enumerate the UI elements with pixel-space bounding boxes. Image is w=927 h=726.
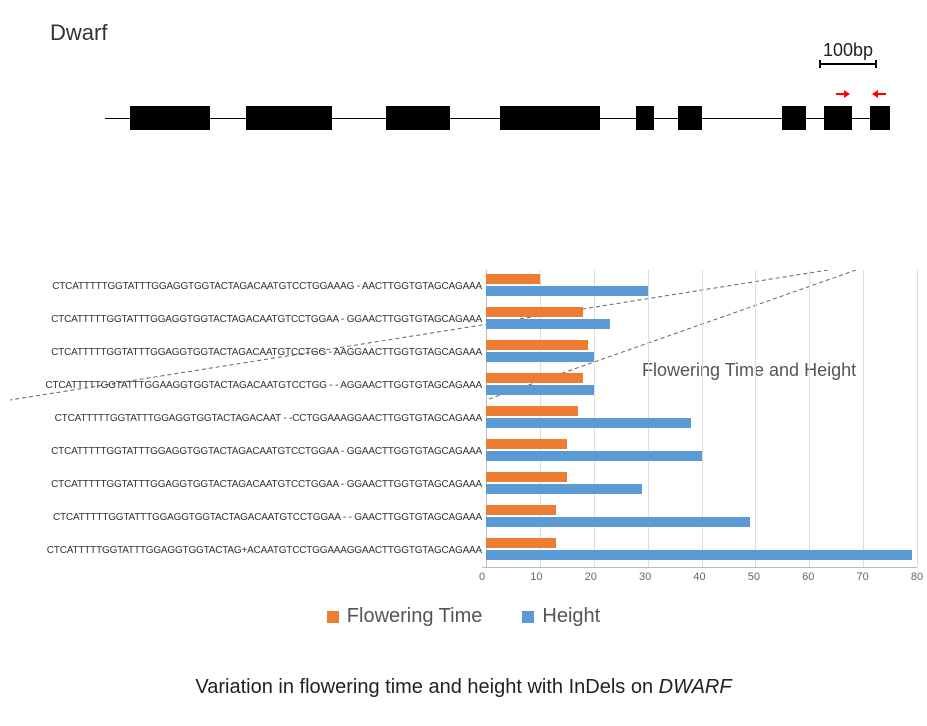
bar-height xyxy=(486,352,594,362)
data-row: CTCATTTTTGGTATTTGGAGGTGGTACTAGACAATGTCCT… xyxy=(10,303,917,336)
swatch-ft xyxy=(327,611,339,623)
sequence-label: CTCATTTTTGGTATTTGGAGGTGGTACTAGACAATGTCCT… xyxy=(10,314,486,325)
primer-arrow-icon xyxy=(836,90,850,96)
exon xyxy=(246,106,332,130)
x-tick-label: 80 xyxy=(911,571,923,583)
legend-item-ft: Flowering Time xyxy=(327,605,483,628)
sequence-label: CTCATTTTTGGTATTTGGAGGTGGTACTAGACAATGTCCT… xyxy=(10,347,486,358)
bar-height xyxy=(486,286,648,296)
x-tick-label: 50 xyxy=(748,571,760,583)
bar-flowering-time xyxy=(486,373,583,383)
exon xyxy=(130,106,210,130)
bar-flowering-time xyxy=(486,274,540,284)
x-tick-label: 60 xyxy=(802,571,814,583)
bar-flowering-time xyxy=(486,340,588,350)
exon xyxy=(500,106,600,130)
swatch-h xyxy=(522,611,534,623)
data-row: CTCATTTTTGGTATTTGGAGGTGGTACTAGACAATGTCCT… xyxy=(10,468,917,501)
bars-cell xyxy=(486,435,917,468)
x-tick-label: 40 xyxy=(693,571,705,583)
data-row: CTCATTTTTGGTATTTGGAGGTGGTACTAGACAATGTCCT… xyxy=(10,336,917,369)
scale-label: 100bp xyxy=(819,40,877,61)
legend-item-h: Height xyxy=(522,605,600,628)
exon xyxy=(678,106,702,130)
x-tick-label: 10 xyxy=(530,571,542,583)
data-row: CTCATTTTTGGTATTTGGAGGTGGTACTAGACAATGTCCT… xyxy=(10,270,917,303)
scale-bar: 100bp xyxy=(819,40,877,65)
x-tick-label: 20 xyxy=(585,571,597,583)
legend-h-label: Height xyxy=(542,605,600,628)
bar-flowering-time xyxy=(486,439,567,449)
sequence-label: CTCATTTTTGGTATTTGGAGGTGGTACTAGACAATGTCCT… xyxy=(10,512,486,523)
bars-cell xyxy=(486,501,917,534)
sequence-label: CTCATTTTTGGTATTTGGAGGTGGTACTAGACAATGTCCT… xyxy=(10,281,486,292)
data-row: CTCATTTTTGGTATTTGGAGGTGGTACTAGACAATGTCCT… xyxy=(10,501,917,534)
exon xyxy=(870,106,890,130)
bars-cell xyxy=(486,336,917,369)
main-area: Flowering Time and Height CTCATTTTTGGTAT… xyxy=(10,270,917,699)
x-tick-label: 0 xyxy=(479,571,485,583)
bars-cell xyxy=(486,369,917,402)
bars-cell xyxy=(486,402,917,435)
sequence-label: CTCATTTTTGGTATTTGGAGGTGGTACTAG+ACAATGTCC… xyxy=(10,545,486,556)
exon xyxy=(824,106,852,130)
bar-height xyxy=(486,517,750,527)
bars-cell xyxy=(486,303,917,336)
bar-height xyxy=(486,550,912,560)
bar-flowering-time xyxy=(486,505,556,515)
primer-arrow-icon xyxy=(872,90,886,96)
sequence-label: CTCATTTTTGGTATTTGGAAGGTGGTACTAGACAATGTCC… xyxy=(10,380,486,391)
caption-prefix: Variation in flowering time and height w… xyxy=(195,676,658,698)
bar-flowering-time xyxy=(486,307,583,317)
bar-flowering-time xyxy=(486,538,556,548)
caption-italic: DWARF xyxy=(659,676,732,698)
data-row: CTCATTTTTGGTATTTGGAGGTGGTACTAG+ACAATGTCC… xyxy=(10,534,917,567)
sequence-label: CTCATTTTTGGTATTTGGAGGTGGTACTAGACAATGTCCT… xyxy=(10,479,486,490)
gene-axis-line xyxy=(105,118,887,119)
gene-diagram xyxy=(10,96,917,146)
exon xyxy=(636,106,654,130)
bar-height xyxy=(486,319,610,329)
gene-title: Dwarf xyxy=(50,20,917,46)
data-row: CTCATTTTTGGTATTTGGAGGTGGTACTAGACAAT - -C… xyxy=(10,402,917,435)
x-tick-label: 30 xyxy=(639,571,651,583)
scale-line xyxy=(819,63,877,65)
legend: Flowering Time Height xyxy=(10,605,917,628)
bars-cell xyxy=(486,270,917,303)
x-axis: 01020304050607080 xyxy=(10,567,917,591)
bar-height xyxy=(486,484,642,494)
top-area: Dwarf 100bp xyxy=(10,20,917,140)
exon xyxy=(782,106,806,130)
gridline xyxy=(917,270,918,567)
bars-cell xyxy=(486,468,917,501)
data-row: CTCATTTTTGGTATTTGGAAGGTGGTACTAGACAATGTCC… xyxy=(10,369,917,402)
x-tick-label: 70 xyxy=(857,571,869,583)
bar-flowering-time xyxy=(486,472,567,482)
bar-height xyxy=(486,385,594,395)
chart-rows: CTCATTTTTGGTATTTGGAGGTGGTACTAGACAATGTCCT… xyxy=(10,270,917,591)
bar-height xyxy=(486,418,691,428)
sequence-label: CTCATTTTTGGTATTTGGAGGTGGTACTAGACAAT - -C… xyxy=(10,413,486,424)
exon xyxy=(386,106,450,130)
sequence-label: CTCATTTTTGGTATTTGGAGGTGGTACTAGACAATGTCCT… xyxy=(10,446,486,457)
bar-height xyxy=(486,451,702,461)
x-axis-line xyxy=(482,567,917,568)
legend-ft-label: Flowering Time xyxy=(347,605,483,628)
caption: Variation in flowering time and height w… xyxy=(10,676,917,699)
bars-cell xyxy=(486,534,917,567)
bar-flowering-time xyxy=(486,406,578,416)
rows-wrap: CTCATTTTTGGTATTTGGAGGTGGTACTAGACAATGTCCT… xyxy=(10,270,917,567)
data-row: CTCATTTTTGGTATTTGGAGGTGGTACTAGACAATGTCCT… xyxy=(10,435,917,468)
